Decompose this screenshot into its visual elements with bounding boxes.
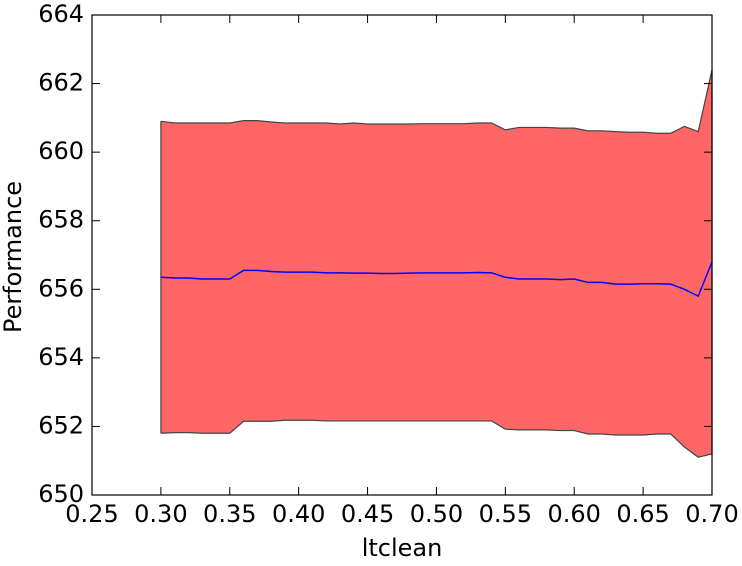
y-tick-label: 660: [38, 137, 84, 165]
y-tick-label: 654: [38, 343, 84, 371]
x-tick-label: 0.45: [341, 500, 394, 528]
y-tick-label: 656: [38, 274, 84, 302]
x-tick-label: 0.55: [479, 500, 532, 528]
y-axis-label: Performance: [0, 181, 27, 333]
x-tick-label: 0.25: [65, 500, 118, 528]
x-tick-label: 0.70: [685, 500, 738, 528]
mean-line: [160, 261, 713, 298]
y-tick-label: 652: [38, 411, 84, 439]
x-tick-label: 0.50: [410, 500, 463, 528]
x-axis-label: ltclean: [362, 534, 443, 562]
y-tick-label: 664: [38, 0, 84, 28]
band-edge: [160, 69, 713, 134]
y-tick-label: 662: [38, 69, 84, 97]
plot-frame: [91, 14, 713, 496]
y-tick-label: 658: [38, 206, 84, 234]
x-tick-label: 0.30: [134, 500, 187, 528]
x-tick-label: 0.35: [203, 500, 256, 528]
band-area: [160, 69, 712, 458]
x-tick-label: 0.65: [616, 500, 669, 528]
x-tick-label: 0.40: [272, 500, 325, 528]
y-tick-label: 650: [38, 480, 84, 508]
x-tick-label: 0.60: [548, 500, 601, 528]
band-edge: [160, 419, 713, 458]
